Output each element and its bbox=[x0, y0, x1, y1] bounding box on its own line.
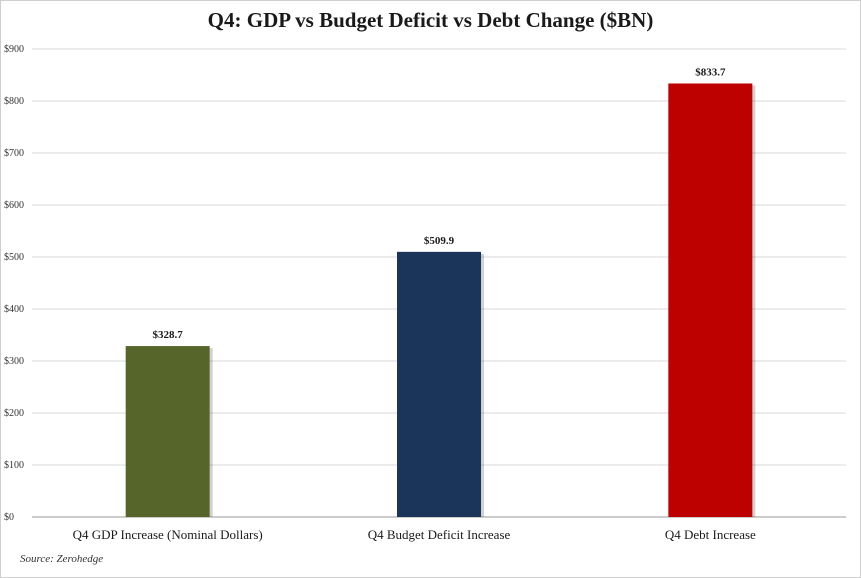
chart-title: Q4: GDP vs Budget Deficit vs Debt Change… bbox=[207, 8, 654, 32]
y-tick-label: $800 bbox=[4, 96, 24, 107]
y-tick-label: $600 bbox=[4, 200, 24, 211]
data-label: $509.9 bbox=[424, 235, 455, 247]
x-tick-label: Q4 GDP Increase (Nominal Dollars) bbox=[73, 527, 263, 542]
y-tick-label: $500 bbox=[4, 252, 24, 263]
bar bbox=[125, 346, 210, 517]
y-tick-label: $400 bbox=[4, 304, 24, 315]
y-tick-label: $200 bbox=[4, 408, 24, 419]
bar bbox=[668, 83, 753, 517]
y-tick-label: $0 bbox=[4, 512, 14, 523]
data-label: $328.7 bbox=[153, 329, 184, 341]
x-tick-label: Q4 Debt Increase bbox=[665, 527, 756, 542]
bar bbox=[397, 251, 481, 518]
y-tick-label: $100 bbox=[4, 460, 24, 471]
data-label: $833.7 bbox=[695, 66, 726, 78]
source-note: Source: Zerohedge bbox=[20, 553, 104, 565]
x-tick-label: Q4 Budget Deficit Increase bbox=[368, 527, 511, 542]
y-tick-label: $300 bbox=[4, 356, 24, 367]
y-tick-label: $700 bbox=[4, 148, 24, 159]
y-tick-label: $900 bbox=[4, 44, 24, 55]
